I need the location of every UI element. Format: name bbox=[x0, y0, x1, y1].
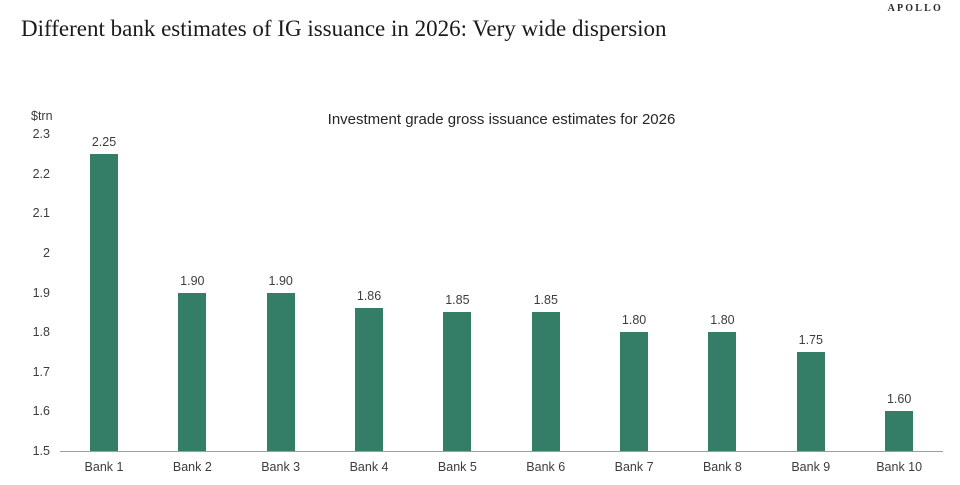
x-axis-category-label: Bank 8 bbox=[702, 460, 742, 474]
y-axis-tick-label: 1.5 bbox=[32, 444, 50, 458]
y-axis-tick-label: 2.1 bbox=[32, 206, 50, 221]
bar-bank-10 bbox=[885, 411, 914, 451]
x-axis-category-label: Bank 5 bbox=[437, 460, 477, 474]
chart-title: Investment grade gross issuance estimate… bbox=[327, 111, 676, 128]
y-axis-tick-label: 2.3 bbox=[32, 127, 50, 142]
bar-value-label: 1.85 bbox=[533, 293, 558, 308]
bar-value-label: 1.86 bbox=[356, 289, 382, 304]
x-axis-category-label: Bank 10 bbox=[876, 460, 923, 474]
x-axis-category-label: Bank 1 bbox=[84, 460, 124, 474]
bar-value-label: 1.85 bbox=[445, 293, 470, 308]
x-axis-category-label: Bank 2 bbox=[172, 460, 212, 474]
y-axis-tick-label: 1.9 bbox=[32, 285, 50, 300]
page-title: Different bank estimates of IG issuance … bbox=[21, 16, 667, 41]
bar-bank-5 bbox=[443, 312, 472, 451]
bar-value-label: 1.80 bbox=[621, 313, 647, 328]
bar-value-label: 1.90 bbox=[268, 273, 293, 288]
y-axis-tick-label: 1.7 bbox=[32, 364, 50, 379]
x-axis-category-label: Bank 7 bbox=[614, 460, 654, 474]
bar-bank-2 bbox=[178, 292, 207, 451]
bar-bank-9 bbox=[796, 352, 825, 451]
x-axis-category-label: Bank 4 bbox=[349, 460, 389, 474]
bar-value-label: 2.25 bbox=[91, 135, 117, 149]
x-axis-line bbox=[60, 451, 943, 452]
y-axis-tick-label: 2 bbox=[43, 246, 50, 260]
y-axis-unit-label: $trn bbox=[31, 109, 53, 123]
bar-bank-4 bbox=[355, 308, 384, 451]
bar-value-label: 1.60 bbox=[886, 392, 912, 407]
y-axis-tick-label: 1.6 bbox=[32, 404, 50, 419]
bar-bank-3 bbox=[266, 292, 295, 451]
x-axis-category-label: Bank 9 bbox=[791, 460, 831, 474]
apollo-logo: APOLLO bbox=[887, 3, 943, 14]
bar-bank-7 bbox=[620, 332, 649, 451]
bar-bank-6 bbox=[531, 312, 560, 451]
bar-value-label: 1.80 bbox=[710, 313, 735, 328]
bar-value-label: 1.75 bbox=[798, 333, 823, 347]
bar-value-label: 1.90 bbox=[180, 273, 205, 288]
y-axis-tick-label: 1.8 bbox=[32, 325, 50, 340]
bar-bank-1 bbox=[90, 154, 118, 451]
x-axis-category-label: Bank 6 bbox=[526, 460, 566, 474]
x-axis-category-label: Bank 3 bbox=[261, 460, 301, 474]
bar-bank-8 bbox=[708, 332, 737, 451]
y-axis-tick-label: 2.2 bbox=[32, 166, 50, 181]
